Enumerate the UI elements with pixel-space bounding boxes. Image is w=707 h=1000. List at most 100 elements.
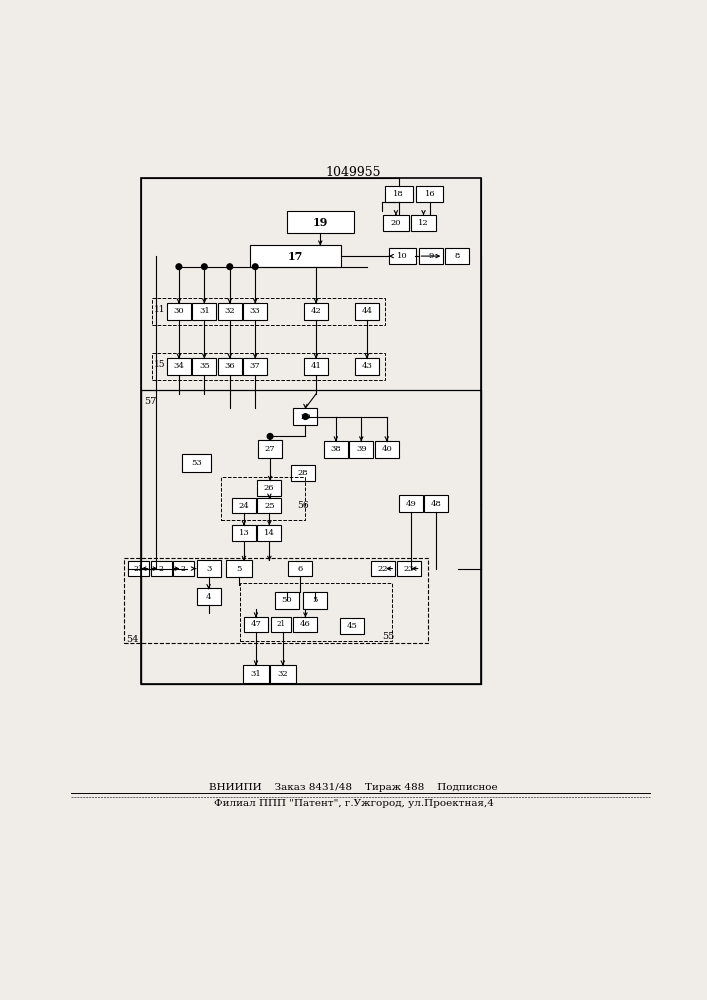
FancyBboxPatch shape — [243, 358, 267, 375]
Text: 28: 28 — [297, 469, 308, 477]
FancyBboxPatch shape — [424, 495, 448, 512]
FancyBboxPatch shape — [399, 495, 423, 512]
Text: ВНИИПИ    Заказ 8431/48    Тираж 488    Подписное: ВНИИПИ Заказ 8431/48 Тираж 488 Подписное — [209, 783, 498, 792]
FancyBboxPatch shape — [257, 498, 281, 513]
Text: 15: 15 — [154, 360, 165, 369]
FancyBboxPatch shape — [385, 186, 413, 202]
Text: 33: 33 — [250, 307, 261, 315]
Text: 39: 39 — [356, 445, 367, 453]
FancyBboxPatch shape — [192, 303, 216, 320]
Circle shape — [267, 434, 273, 439]
Text: 14: 14 — [264, 529, 275, 537]
Text: 1049955: 1049955 — [326, 166, 381, 179]
Circle shape — [201, 264, 207, 270]
FancyBboxPatch shape — [173, 561, 194, 576]
Text: 24: 24 — [238, 502, 250, 510]
FancyBboxPatch shape — [416, 186, 443, 202]
FancyBboxPatch shape — [287, 211, 354, 233]
FancyBboxPatch shape — [383, 215, 409, 231]
Text: 13: 13 — [238, 529, 250, 537]
Text: 27: 27 — [264, 445, 276, 453]
Text: 30: 30 — [173, 307, 185, 315]
FancyBboxPatch shape — [389, 248, 416, 264]
FancyBboxPatch shape — [218, 303, 242, 320]
Circle shape — [303, 414, 308, 419]
FancyBboxPatch shape — [226, 560, 252, 577]
Text: 50: 50 — [281, 596, 293, 604]
Text: 32: 32 — [224, 307, 235, 315]
Text: 37: 37 — [250, 362, 261, 370]
FancyBboxPatch shape — [349, 441, 373, 458]
Text: 21: 21 — [134, 565, 144, 573]
Text: 34: 34 — [173, 362, 185, 370]
FancyBboxPatch shape — [250, 245, 341, 267]
Text: 26: 26 — [264, 484, 274, 492]
FancyBboxPatch shape — [355, 358, 379, 375]
FancyBboxPatch shape — [258, 440, 282, 458]
Text: 57: 57 — [144, 397, 157, 406]
Text: 4: 4 — [206, 593, 211, 601]
FancyBboxPatch shape — [232, 525, 256, 541]
Circle shape — [227, 264, 233, 270]
FancyBboxPatch shape — [243, 665, 269, 683]
FancyBboxPatch shape — [288, 561, 312, 576]
Text: 31: 31 — [250, 670, 262, 678]
FancyBboxPatch shape — [293, 617, 317, 632]
FancyBboxPatch shape — [151, 561, 172, 576]
Text: Филиал ППП "Патент", г.Ужгород, ул.Проектная,4: Филиал ППП "Патент", г.Ужгород, ул.Проек… — [214, 799, 493, 808]
Text: 6: 6 — [297, 565, 303, 573]
Circle shape — [176, 264, 182, 270]
FancyBboxPatch shape — [128, 561, 149, 576]
Text: 22: 22 — [378, 565, 388, 573]
FancyBboxPatch shape — [340, 618, 364, 634]
Text: 3: 3 — [206, 565, 211, 573]
FancyBboxPatch shape — [397, 561, 421, 576]
Text: 29: 29 — [300, 413, 311, 421]
FancyBboxPatch shape — [324, 441, 348, 458]
Text: 48: 48 — [431, 500, 442, 508]
Text: 47: 47 — [250, 620, 262, 628]
Text: 31: 31 — [199, 307, 210, 315]
Text: 54: 54 — [126, 635, 139, 644]
Text: 38: 38 — [330, 445, 341, 453]
FancyBboxPatch shape — [304, 358, 328, 375]
FancyBboxPatch shape — [197, 560, 221, 577]
Text: 49: 49 — [405, 500, 416, 508]
FancyBboxPatch shape — [182, 454, 211, 472]
Text: 44: 44 — [361, 307, 373, 315]
Text: 16: 16 — [424, 190, 436, 198]
FancyBboxPatch shape — [167, 303, 191, 320]
Text: 55: 55 — [382, 632, 394, 641]
FancyBboxPatch shape — [271, 617, 291, 632]
FancyBboxPatch shape — [243, 303, 267, 320]
FancyBboxPatch shape — [257, 480, 281, 496]
Text: 21: 21 — [277, 620, 286, 628]
Text: 11: 11 — [154, 305, 165, 314]
FancyBboxPatch shape — [445, 248, 469, 264]
Text: 53: 53 — [191, 459, 202, 467]
FancyBboxPatch shape — [218, 358, 242, 375]
Text: 23: 23 — [403, 565, 414, 573]
Text: 5: 5 — [312, 596, 317, 604]
FancyBboxPatch shape — [419, 248, 443, 264]
Text: 56: 56 — [297, 501, 308, 510]
Text: 12: 12 — [418, 219, 429, 227]
FancyBboxPatch shape — [270, 665, 296, 683]
FancyBboxPatch shape — [411, 215, 436, 231]
Circle shape — [252, 264, 258, 270]
Text: 36: 36 — [224, 362, 235, 370]
Text: 5: 5 — [236, 565, 242, 573]
FancyBboxPatch shape — [291, 465, 315, 481]
Text: 20: 20 — [391, 219, 401, 227]
Text: 10: 10 — [397, 252, 408, 260]
Text: 32: 32 — [277, 670, 288, 678]
Text: 45: 45 — [346, 622, 358, 630]
Text: 46: 46 — [300, 620, 311, 628]
FancyBboxPatch shape — [275, 592, 299, 609]
Text: 8: 8 — [455, 252, 460, 260]
FancyBboxPatch shape — [244, 617, 268, 632]
FancyBboxPatch shape — [232, 498, 256, 513]
Text: 40: 40 — [381, 445, 392, 453]
FancyBboxPatch shape — [293, 408, 317, 425]
FancyBboxPatch shape — [304, 303, 328, 320]
